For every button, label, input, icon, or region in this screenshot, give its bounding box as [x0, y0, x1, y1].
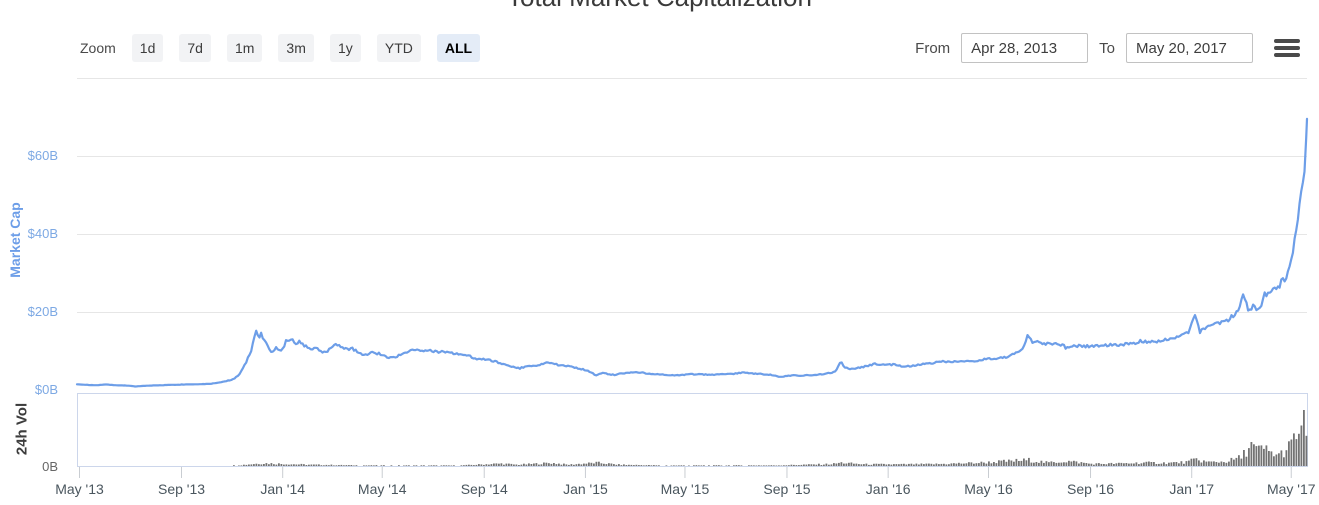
- y-axis-tick-label: $20B: [27, 304, 58, 319]
- y-axis-tick-label: 0B: [42, 459, 58, 474]
- zoom-button-1y[interactable]: 1y: [329, 34, 361, 62]
- to-label: To: [1099, 39, 1115, 57]
- chart-menu-button[interactable]: [1274, 39, 1300, 57]
- chart-toolbar: Zoom 1d 7d 1m 3m 1y YTD ALL From To: [80, 33, 1300, 63]
- to-date-input[interactable]: [1126, 33, 1253, 63]
- volume-pane-border: [77, 393, 1308, 467]
- zoom-button-1d[interactable]: 1d: [131, 34, 164, 62]
- x-axis-tick-label: Jan '16: [865, 481, 911, 497]
- zoom-label: Zoom: [80, 40, 116, 56]
- chart-title-container: Total Market Capitalization: [0, 0, 1319, 12]
- zoom-button-all[interactable]: ALL: [436, 34, 481, 62]
- y-axis-tick-label: $0B: [34, 382, 58, 397]
- x-axis-tick-label: May '13: [55, 481, 104, 497]
- x-axis-tick-label: May '17: [1266, 481, 1316, 497]
- x-axis-tick-label: May '16: [964, 481, 1013, 497]
- x-axis-tick-label: Sep '16: [1066, 481, 1115, 497]
- x-axis-tick-label: Sep '14: [460, 481, 508, 497]
- x-axis-tick-label: Sep '15: [763, 481, 811, 497]
- chart-title: Total Market Capitalization: [0, 0, 1319, 10]
- hamburger-menu-icon: [1274, 46, 1300, 50]
- volume-bars: [233, 410, 1308, 466]
- y-axis-tick-label: $40B: [27, 226, 58, 241]
- hamburger-menu-icon: [1274, 53, 1300, 57]
- x-axis-tick-label: Jan '14: [260, 481, 306, 497]
- x-axis-tick-label: May '14: [357, 481, 407, 497]
- gridlines: [77, 78, 1307, 313]
- from-label: From: [915, 39, 951, 57]
- from-date-input[interactable]: [961, 33, 1089, 63]
- zoom-button-3m[interactable]: 3m: [278, 34, 314, 62]
- volume-axis-title: 24h Vol: [13, 402, 31, 456]
- x-axis-tick-label: Sep '13: [157, 481, 206, 497]
- hamburger-menu-icon: [1274, 39, 1300, 43]
- zoom-button-1m[interactable]: 1m: [226, 34, 263, 62]
- market-cap-line: [75, 117, 1309, 388]
- x-axis-tick-label: Jan '17: [1169, 481, 1215, 497]
- x-axis-tick-label: Jan '15: [563, 481, 608, 497]
- zoom-button-ytd[interactable]: YTD: [376, 34, 421, 62]
- zoom-button-7d[interactable]: 7d: [179, 34, 211, 62]
- x-axis-tick-label: May '15: [660, 481, 710, 497]
- y-axis-tick-label: $60B: [27, 148, 58, 163]
- range-selector: Zoom 1d 7d 1m 3m 1y YTD ALL: [80, 34, 481, 62]
- date-range-controls: From To: [915, 33, 1300, 63]
